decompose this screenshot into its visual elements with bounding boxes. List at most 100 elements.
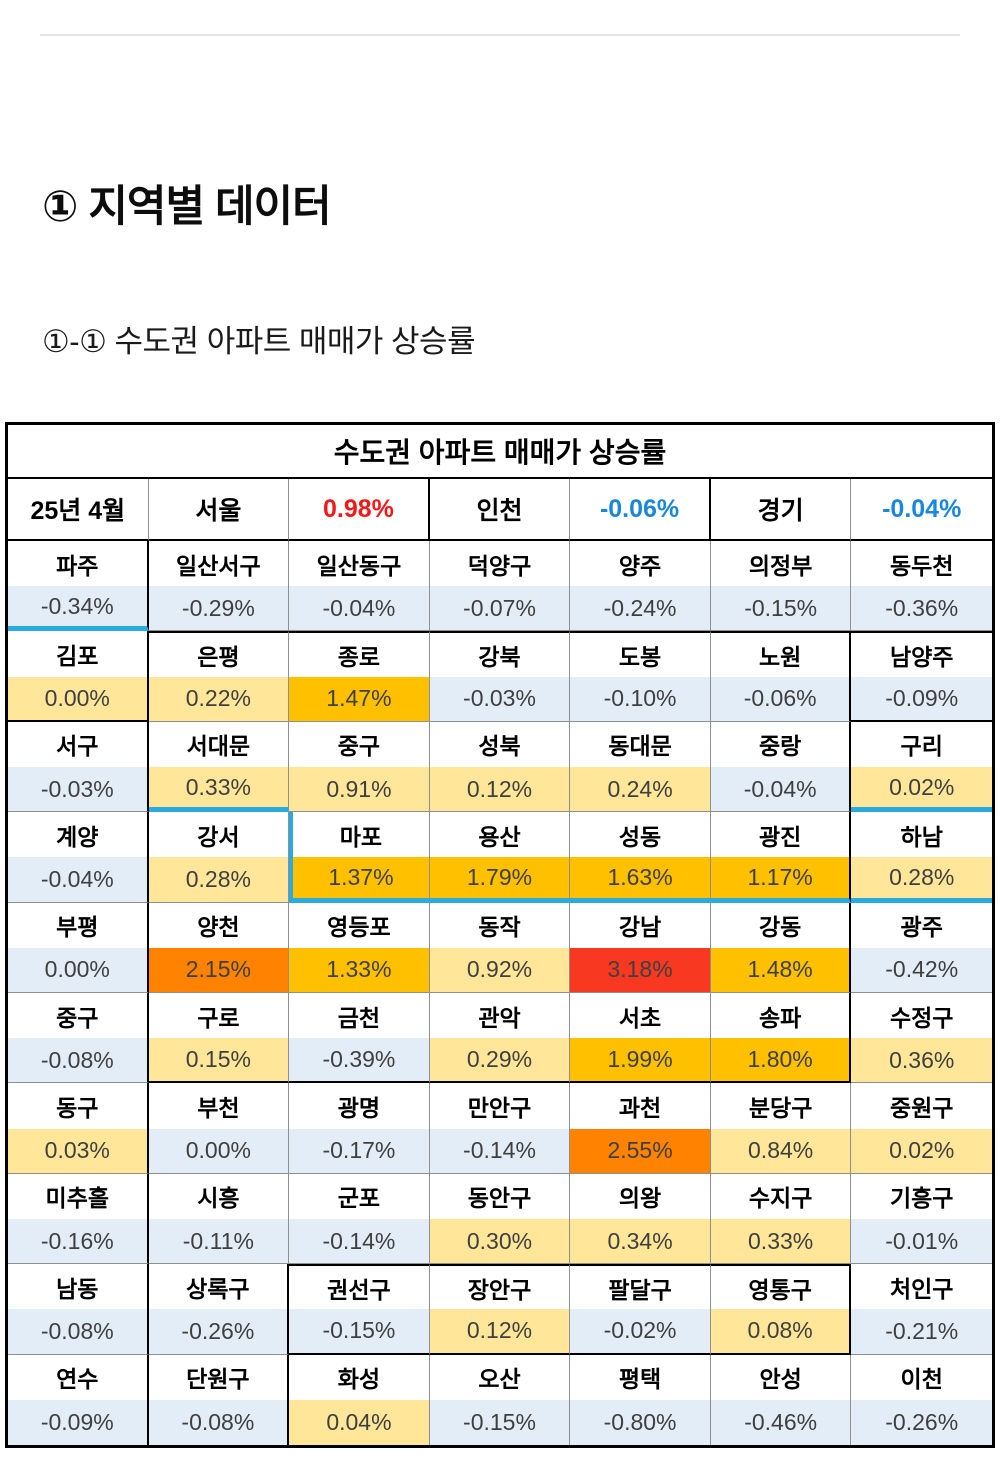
region-name-cell: 양천 [148,902,290,948]
summary-value-cell: -0.04% [851,479,992,541]
region-name-cell: 연수 [8,1354,149,1400]
region-value-cell: 0.33% [710,1219,852,1265]
region-value-cell: 0.12% [429,767,571,813]
region-name-cell: 금천 [289,993,430,1039]
region-value-cell: 1.37% [289,857,430,903]
divider-line [40,34,960,36]
region-name-cell: 남양주 [851,631,992,677]
region-value-cell: 0.33% [148,767,290,813]
region-name-cell: 과천 [570,1083,711,1129]
region-name-cell: 중구 [289,721,430,767]
region-name-cell: 하남 [851,812,992,858]
region-name-cell: 동안구 [429,1173,571,1219]
region-value-cell: -0.03% [429,676,571,722]
region-value-cell: 1.17% [710,857,852,903]
region-value-cell: 0.91% [289,767,430,813]
region-value-cell: 0.92% [429,947,571,993]
region-name-cell: 의왕 [570,1173,711,1219]
region-value-cell: -0.01% [851,1219,992,1265]
region-value-cell: -0.16% [8,1219,149,1265]
summary-region-cell: 인천 [429,479,571,541]
period-cell: 25년 4월 [8,479,149,541]
region-name-cell: 양주 [570,541,711,587]
region-value-cell: -0.04% [710,767,852,813]
summary-region-cell: 서울 [148,479,290,541]
region-name-cell: 성북 [429,721,571,767]
region-name-cell: 계양 [8,812,149,858]
region-name-cell: 노원 [710,631,852,677]
region-name-cell: 중랑 [710,721,852,767]
region-name-cell: 광진 [710,812,852,858]
region-name-cell: 강북 [429,631,571,677]
region-value-cell: 0.02% [851,1128,992,1174]
region-name-cell: 일산서구 [148,541,290,587]
region-name-cell: 의정부 [710,541,852,587]
region-value-cell: 0.00% [8,947,149,993]
region-value-cell: 0.36% [851,1038,992,1084]
region-data-table: 수도권 아파트 매매가 상승률 25년 4월 서울 0.98% 인천 -0.06% 경기 -0… [5,422,995,1448]
summary-value-cell: 0.98% [289,479,430,541]
region-name-cell: 일산동구 [289,541,430,587]
region-value-cell: -0.15% [289,1309,430,1355]
region-value-cell: 0.28% [851,857,992,903]
region-value-cell: -0.04% [289,586,430,632]
section-subtitle: ①-① 수도권 아파트 매매가 상승률 [42,324,476,359]
region-name-cell: 강동 [710,902,852,948]
region-value-cell: -0.24% [570,586,711,632]
region-name-cell: 파주 [8,541,149,587]
region-value-cell: -0.17% [289,1128,430,1174]
region-name-cell: 화성 [289,1354,430,1400]
region-value-cell: 1.48% [710,947,852,993]
region-value-cell: -0.08% [8,1309,149,1355]
region-value-cell: -0.21% [851,1309,992,1355]
region-name-cell: 송파 [710,993,852,1039]
region-name-cell: 미추홀 [8,1173,149,1219]
region-value-cell: 0.34% [570,1219,711,1265]
region-name-cell: 은평 [148,631,290,677]
region-value-cell: -0.14% [429,1128,571,1174]
region-value-cell: -0.15% [429,1399,571,1445]
region-value-cell: 1.63% [570,857,711,903]
region-value-cell: 0.30% [429,1219,571,1265]
region-value-cell: -0.11% [148,1219,290,1265]
region-value-cell: -0.10% [570,676,711,722]
region-name-cell: 관악 [429,993,571,1039]
region-value-cell: -0.02% [570,1309,711,1355]
region-value-cell: -0.39% [289,1038,430,1084]
region-name-cell: 동두천 [851,541,992,587]
region-value-cell: 2.55% [570,1128,711,1174]
region-name-cell: 팔달구 [570,1264,711,1310]
region-name-cell: 서초 [570,993,711,1039]
region-name-cell: 성동 [570,812,711,858]
region-value-cell: 0.84% [710,1128,852,1174]
region-name-cell: 강남 [570,902,711,948]
region-value-cell: 0.00% [148,1128,290,1174]
region-name-cell: 상록구 [148,1264,290,1310]
region-value-cell: -0.80% [570,1399,711,1445]
region-value-cell: -0.46% [710,1399,852,1445]
region-value-cell: 2.15% [148,947,290,993]
region-name-cell: 종로 [289,631,430,677]
region-name-cell: 중원구 [851,1083,992,1129]
region-name-cell: 안성 [710,1354,852,1400]
region-value-cell: 0.02% [851,767,992,813]
region-name-cell: 용산 [429,812,571,858]
region-value-cell: 1.79% [429,857,571,903]
region-value-cell: 1.80% [710,1038,852,1084]
region-value-cell: 0.00% [8,676,149,722]
region-name-cell: 만안구 [429,1083,571,1129]
region-value-cell: -0.26% [148,1309,290,1355]
region-value-cell: 0.28% [148,857,290,903]
region-name-cell: 동대문 [570,721,711,767]
region-value-cell: 0.24% [570,767,711,813]
region-name-cell: 구리 [851,721,992,767]
region-value-cell: -0.07% [429,586,571,632]
region-value-cell: -0.15% [710,586,852,632]
region-value-cell: -0.29% [148,586,290,632]
region-name-cell: 덕양구 [429,541,571,587]
region-name-cell: 분당구 [710,1083,852,1129]
region-name-cell: 오산 [429,1354,571,1400]
region-name-cell: 장안구 [429,1264,571,1310]
region-value-cell: 0.22% [148,676,290,722]
region-name-cell: 도봉 [570,631,711,677]
